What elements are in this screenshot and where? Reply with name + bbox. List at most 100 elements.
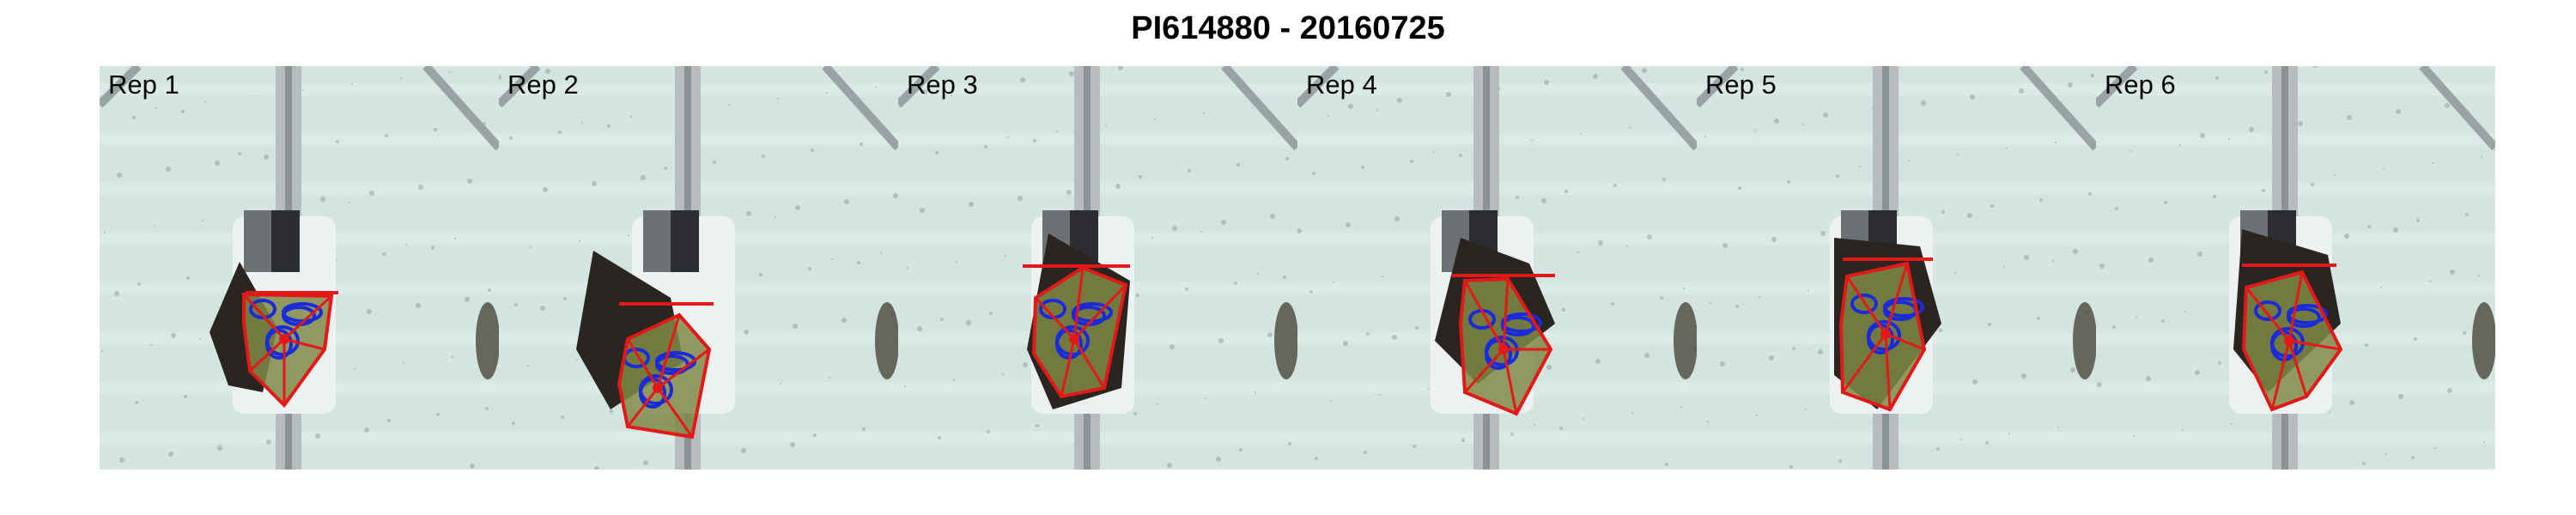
floor-speck <box>2450 270 2455 275</box>
floor-speck <box>315 433 320 439</box>
floor-speck <box>2003 266 2005 268</box>
floor-speck <box>561 415 564 419</box>
floor-speck <box>1234 282 1237 285</box>
floor-speck <box>514 303 518 306</box>
floor-speck <box>880 252 882 254</box>
debris <box>2073 302 2096 379</box>
floor-speck <box>1531 139 1533 141</box>
floor-speck <box>1218 338 1224 343</box>
floor-speck <box>1415 326 1419 330</box>
floor-speck <box>1583 418 1584 420</box>
floor-speck <box>1364 451 1367 454</box>
floor-speck <box>2367 225 2371 228</box>
floor-speck <box>336 140 339 143</box>
floor-speck <box>155 107 157 109</box>
floor-speck <box>1823 112 1828 118</box>
debris <box>1674 302 1697 379</box>
floor-speck <box>1007 136 1009 138</box>
floor-speck <box>741 448 746 453</box>
floor-speck <box>2182 429 2184 431</box>
floor-speck <box>104 232 106 233</box>
rep-6-panel: Rep 6 <box>2096 66 2495 470</box>
floor-speck <box>1541 198 1546 203</box>
floor-speck <box>1285 157 1289 161</box>
floor-speck <box>1580 133 1582 135</box>
floor-speck <box>607 124 611 128</box>
rep-4-panel: Rep 4 <box>1297 66 1697 470</box>
floor-speck <box>2334 174 2336 176</box>
floor-speck <box>2073 249 2078 254</box>
centroid-marker <box>279 334 289 344</box>
floor-speck <box>202 220 204 221</box>
floor-speck <box>1559 427 1563 430</box>
floor-speck <box>527 365 529 367</box>
floor-speck <box>984 145 987 148</box>
floor-speck <box>1115 184 1121 189</box>
floor-speck <box>2197 251 2202 257</box>
floor-speck <box>470 464 475 469</box>
floor-speck <box>1170 344 1175 349</box>
floor-speck <box>436 413 440 416</box>
floor-speck <box>2396 109 2401 114</box>
rep-5-label: Rep 5 <box>1705 68 1777 102</box>
floor-speck <box>1283 276 1286 279</box>
floor-speck <box>2411 456 2415 459</box>
pot-label-shade <box>643 210 671 272</box>
floor-speck <box>579 240 580 242</box>
floor-speck <box>1005 255 1006 257</box>
floor-speck <box>181 110 185 113</box>
rep-6-label: Rep 6 <box>2105 68 2176 102</box>
floor-speck <box>2447 388 2452 393</box>
floor-speck <box>2380 287 2382 288</box>
floor-speck <box>1722 243 1728 248</box>
floor-speck <box>1348 104 1353 109</box>
floor-speck <box>1397 98 1402 103</box>
floor-speck <box>1662 178 1666 181</box>
floor-speck <box>1346 222 1351 227</box>
floor-speck <box>2039 198 2043 202</box>
floor-speck <box>382 252 386 256</box>
floor-speck <box>264 154 269 160</box>
floor-speck <box>628 234 629 236</box>
floor-speck <box>775 216 776 218</box>
floor-speck <box>780 383 781 385</box>
debris <box>2472 302 2495 379</box>
floor-speck <box>1154 118 1156 120</box>
floor-speck <box>1967 213 1972 218</box>
floor-speck <box>1807 290 1809 292</box>
floor-speck <box>1066 190 1072 195</box>
floor-speck <box>790 442 795 447</box>
floor-speck <box>1056 130 1058 132</box>
floor-speck <box>2215 76 2219 80</box>
floor-speck <box>2146 376 2151 381</box>
floor-speck <box>2055 142 2057 143</box>
floor-speck <box>1820 231 1826 236</box>
floor-speck <box>1990 204 1994 208</box>
floor-speck <box>2164 201 2167 204</box>
floor-speck <box>509 136 513 140</box>
floor-speck <box>488 288 491 292</box>
floor-speck <box>793 324 798 329</box>
floor-speck <box>2099 264 2105 269</box>
floor-speck <box>2115 207 2118 210</box>
floor-speck <box>199 338 201 340</box>
floor-speck <box>431 246 434 250</box>
floor-speck <box>405 244 407 245</box>
floor-speck <box>2228 138 2230 140</box>
floor-speck <box>2184 311 2186 312</box>
floor-speck <box>1366 332 1370 336</box>
floor-speck <box>1315 457 1318 460</box>
floor-speck <box>1753 130 1755 131</box>
floor-speck <box>449 71 451 73</box>
floor-speck <box>1988 323 1991 326</box>
pot-label-shade <box>244 210 271 272</box>
floor-speck <box>132 116 136 119</box>
debris <box>476 302 499 379</box>
floor-speck <box>563 297 567 300</box>
floor-speck <box>1562 308 1565 312</box>
floor-speck <box>253 95 255 97</box>
floor-speck <box>917 326 922 331</box>
floor-speck <box>759 273 762 276</box>
floor-speck <box>956 261 957 263</box>
floor-speck <box>1343 341 1348 346</box>
